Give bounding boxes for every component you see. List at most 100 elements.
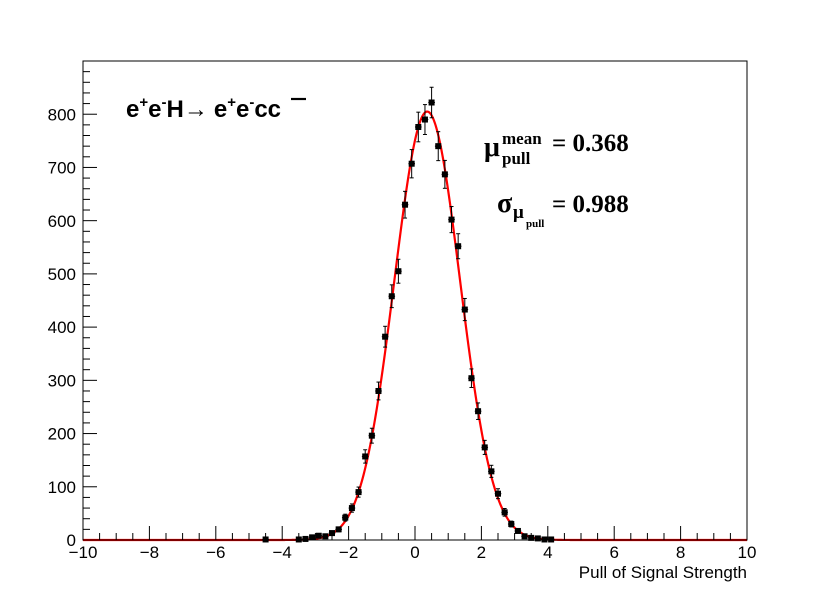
data-point	[501, 507, 508, 517]
point-marker	[382, 333, 389, 340]
point-marker	[548, 536, 555, 543]
data-point	[448, 206, 455, 234]
data-point	[322, 533, 329, 540]
x-tick-label: −2	[339, 543, 358, 562]
data-point	[395, 258, 402, 284]
x-tick-label: 0	[410, 543, 419, 562]
arrow-symbol: →	[184, 96, 208, 123]
data-point	[507, 520, 515, 528]
sigma-value: = 0.988	[552, 191, 629, 218]
mu-superscript: mean	[502, 129, 542, 148]
data-point	[341, 513, 349, 522]
point-marker	[402, 201, 409, 208]
point-marker	[408, 160, 415, 167]
y-tick-label: 200	[48, 425, 76, 444]
y-tick-label: 0	[67, 531, 76, 550]
data-point	[534, 535, 542, 542]
x-tick-label: −6	[206, 543, 225, 562]
point-marker	[508, 521, 515, 528]
mu-pull-stat: μ mean pull = 0.368	[484, 129, 629, 168]
electron-symbol: e	[236, 96, 249, 123]
point-marker	[375, 387, 382, 394]
sigma-symbol: σ	[497, 188, 513, 219]
data-point	[434, 131, 442, 162]
point-marker	[302, 535, 309, 542]
y-tick-label: 100	[48, 478, 76, 497]
data-point	[481, 439, 489, 455]
point-marker	[441, 171, 448, 178]
point-marker	[501, 509, 508, 516]
data-point	[547, 536, 555, 543]
point-marker	[335, 526, 342, 533]
mu-value: = 0.368	[552, 130, 629, 157]
mu-subscript: pull	[502, 149, 531, 168]
process-label: e+e-H→ e+e-cc	[126, 94, 281, 123]
data-point	[361, 449, 369, 464]
point-marker	[415, 123, 422, 130]
data-point	[388, 284, 396, 309]
point-marker	[481, 444, 488, 451]
data-point	[441, 159, 449, 189]
y-tick-labels: 0 100 200 300 400 500 600 700 800	[48, 105, 76, 550]
point-marker	[521, 533, 528, 540]
point-marker	[495, 490, 501, 497]
sigma-subscript: μ	[513, 202, 524, 223]
charge-superscript: +	[227, 94, 236, 111]
point-marker	[355, 489, 362, 496]
data-point	[401, 190, 409, 219]
point-marker	[541, 536, 548, 543]
point-marker	[395, 268, 402, 275]
data-point	[415, 111, 422, 143]
data-point	[454, 233, 462, 260]
charge-superscript: +	[139, 94, 148, 111]
point-marker	[348, 505, 355, 512]
data-point	[494, 488, 502, 500]
point-marker	[421, 116, 428, 123]
anticharm-symbol: c	[268, 96, 281, 123]
point-marker	[514, 527, 521, 534]
data-point	[468, 368, 475, 388]
data-point	[461, 297, 469, 322]
point-marker	[388, 293, 395, 300]
charge-superscript: -	[161, 94, 166, 111]
data-point	[488, 464, 495, 478]
x-tick-label: 10	[738, 543, 757, 562]
point-marker	[368, 432, 375, 439]
point-marker	[488, 468, 495, 475]
axis-ticks	[82, 60, 748, 541]
point-marker	[315, 532, 322, 539]
data-point	[315, 532, 323, 539]
x-tick-label: 4	[543, 543, 552, 562]
point-marker	[448, 216, 455, 223]
data-point	[348, 503, 356, 513]
electron-symbol: e	[214, 96, 227, 123]
x-tick-labels: −10 −8 −6 −4 −2 0 2 4 6 8 10	[69, 543, 757, 562]
y-tick-label: 700	[48, 159, 76, 178]
point-marker	[342, 514, 349, 521]
x-tick-label: 6	[609, 543, 618, 562]
point-marker	[428, 99, 435, 106]
x-tick-label: −8	[140, 543, 159, 562]
higgs-symbol: H	[166, 96, 183, 123]
x-tick-label: −4	[273, 543, 292, 562]
point-marker	[435, 143, 442, 150]
charge-superscript: -	[249, 94, 254, 111]
y-tick-label: 300	[48, 371, 76, 390]
data-point	[308, 534, 316, 541]
point-marker	[475, 408, 482, 415]
charm-symbol: c	[254, 96, 267, 123]
point-marker	[362, 453, 369, 460]
data-point	[335, 526, 342, 533]
data-point	[474, 402, 482, 420]
data-point	[421, 104, 429, 136]
y-tick-label: 600	[48, 212, 76, 231]
sigma-pull-stat: σ μ pull = 0.988	[497, 188, 629, 230]
sigma-subsubscript: pull	[526, 218, 544, 230]
data-point	[408, 149, 415, 179]
y-tick-label: 500	[48, 265, 76, 284]
y-tick-label: 400	[48, 318, 76, 337]
point-marker	[322, 533, 329, 540]
y-tick-label: 800	[48, 105, 76, 124]
